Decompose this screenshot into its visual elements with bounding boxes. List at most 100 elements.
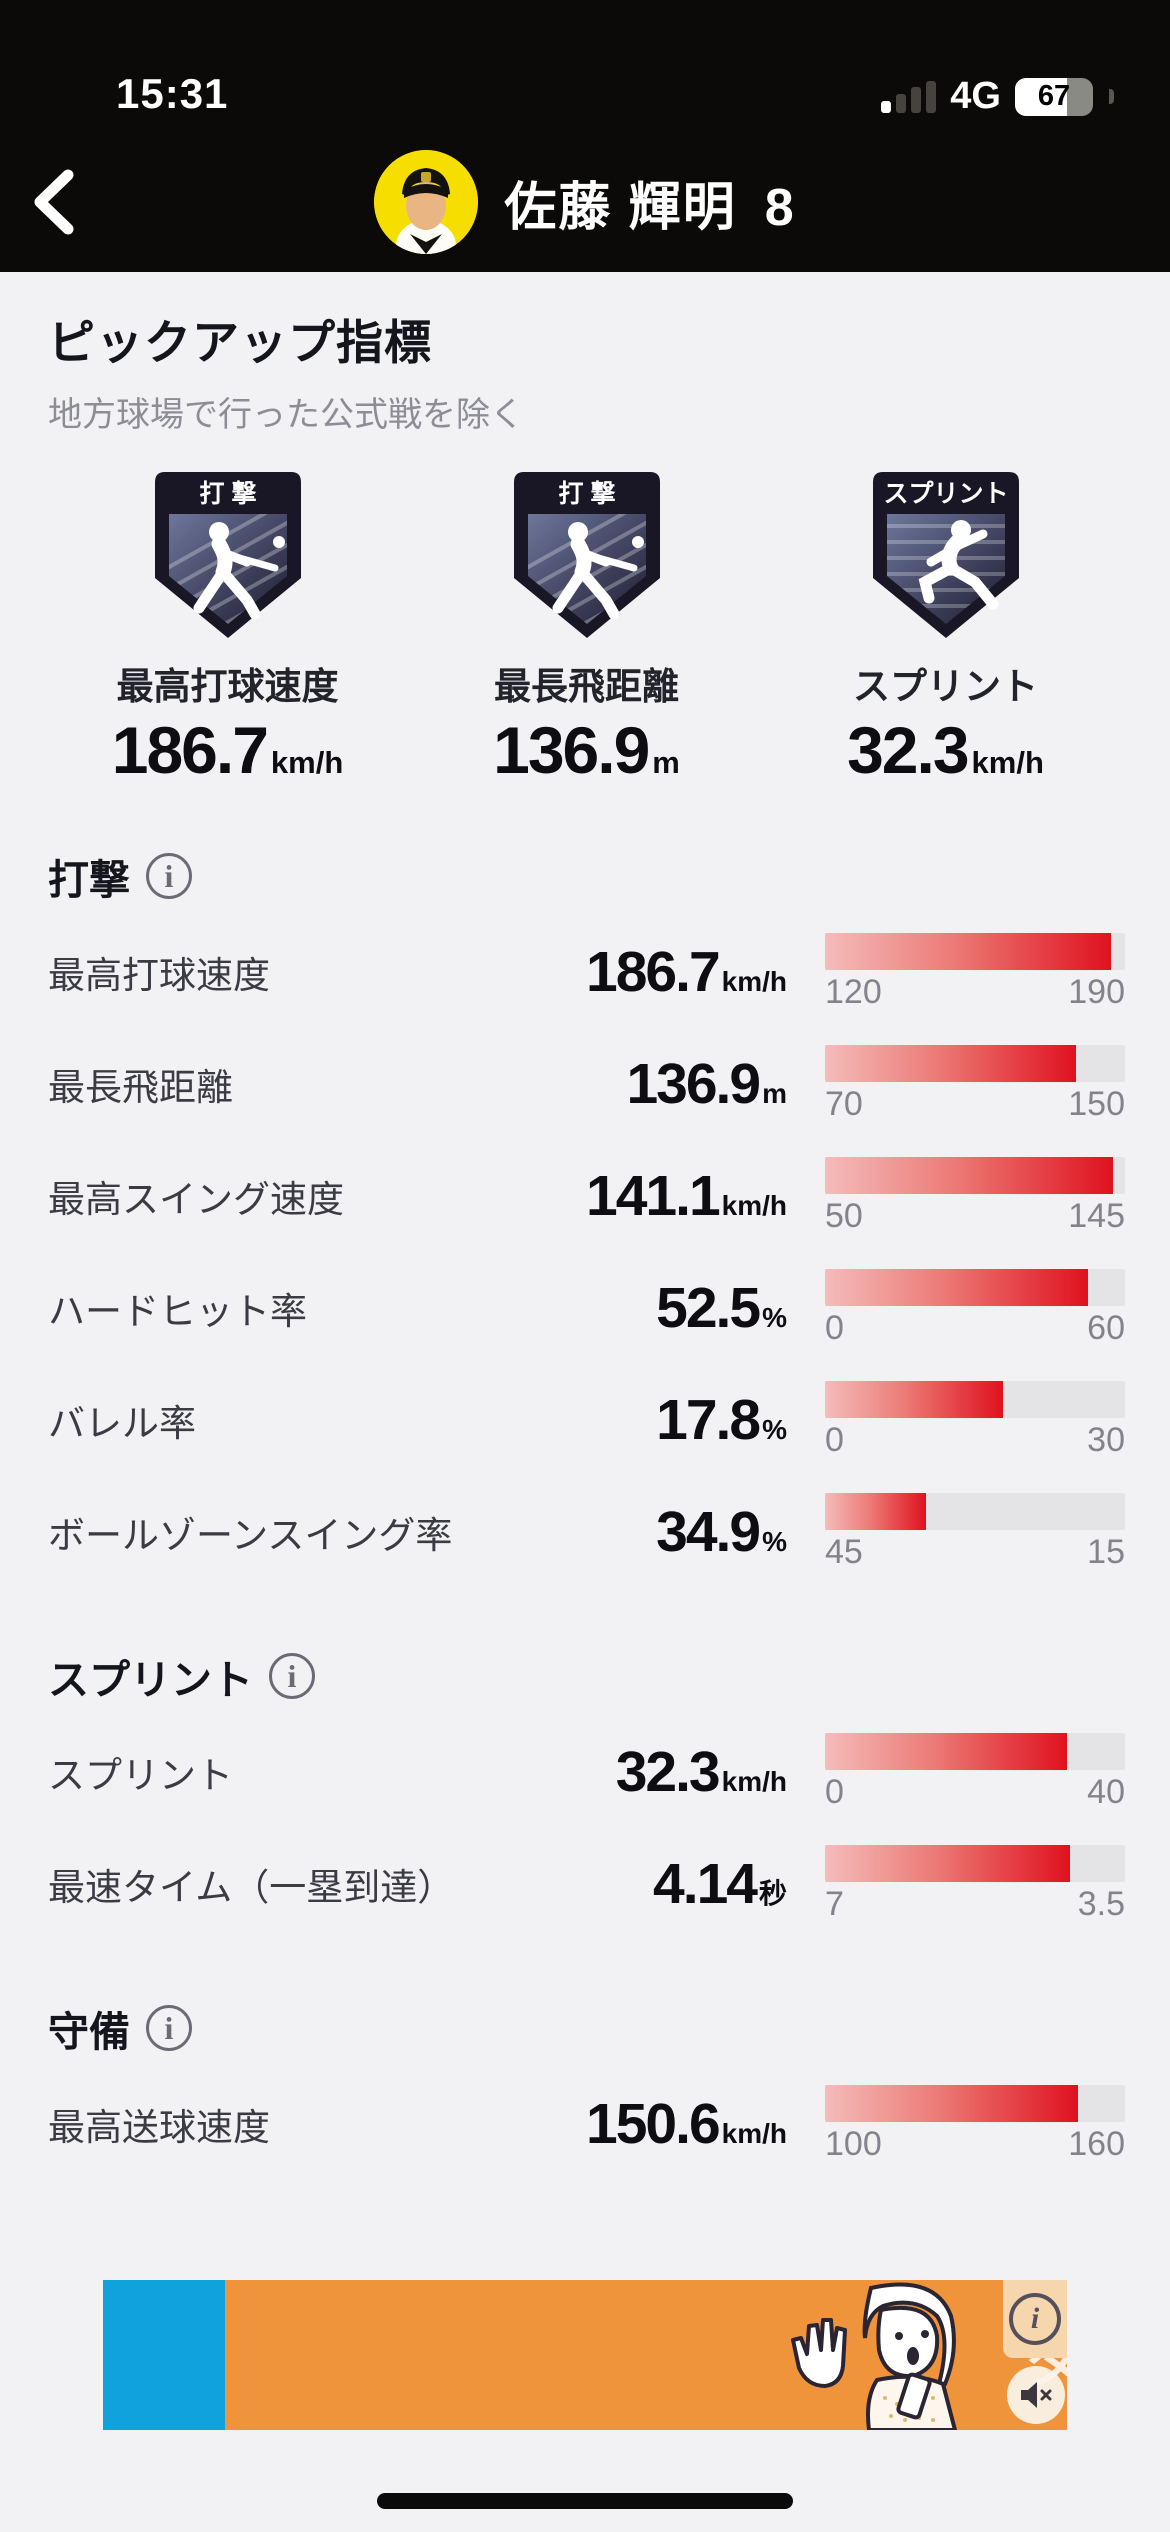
bar-scale: 7 3.5 [825,1885,1125,1924]
stat-row: ハードヒット率 52.5 % 0 60 [48,1252,1125,1364]
section-header: スプリント i [48,1646,1125,1706]
player-name: 佐藤 輝明 [504,178,737,237]
bar-fill [825,1156,1113,1194]
ad-blue-block [103,2280,225,2430]
stat-label: スプリント [48,1755,233,1796]
status-indicators: 4G 67 [881,75,1114,118]
section-title: スプリント [48,1657,253,1703]
badge-type-label: スプリント [883,480,1008,508]
bar-max: 30 [1087,1420,1125,1459]
bar-max: 40 [1087,1772,1125,1811]
info-icon[interactable]: i [269,1653,315,1699]
stat-row: 最高送球速度 150.6 km/h 100 160 [48,2068,1125,2180]
stat-bar: 0 30 [825,1380,1125,1460]
badge-unit: km/h [971,745,1044,780]
shield-badge-icon: 打 撃 [513,472,660,638]
stat-value-block: 150.6 km/h [586,2091,787,2157]
bar-track [825,932,1125,970]
ad-banner[interactable]: タ i [103,2280,1067,2430]
bar-track [825,1844,1125,1882]
badge-unit: m [652,745,680,780]
stat-unit: km/h [721,1766,787,1797]
bar-fill [825,1380,1003,1418]
bar-scale: 70 150 [825,1085,1125,1124]
stat-value: 141.1 [586,1164,721,1228]
stat-unit: km/h [721,966,787,997]
badge-value-block: 186.7 km/h [112,712,344,788]
section-title: 打撃 [48,857,130,903]
bar-fill [825,1844,1071,1882]
bar-track [825,2084,1125,2122]
status-time: 15:31 [116,70,229,117]
stat-row: ボールゾーンスイング率 34.9 % 45 15 [48,1476,1125,1588]
bar-min: 0 [825,1308,844,1347]
info-icon[interactable]: i [146,853,192,899]
pickup-badge: 打 撃 最長飛距離 136.9 m [407,470,766,788]
chevron-left-icon [34,169,74,235]
bar-max: 15 [1087,1532,1125,1571]
stat-value-block: 34.9 % [656,1499,787,1565]
stat-value: 136.9 [626,1052,761,1116]
badge-value-block: 32.3 km/h [847,712,1044,788]
info-icon[interactable]: i [146,2005,192,2051]
stat-label: 最長飛距離 [48,1067,233,1108]
stat-value-block: 52.5 % [656,1275,787,1341]
stat-value-block: 141.1 km/h [586,1163,787,1229]
section-title: 守備 [48,2009,130,2055]
stat-bar: 0 40 [825,1732,1125,1812]
bar-max: 160 [1068,2124,1125,2163]
ad-info-corner[interactable]: i [1003,2280,1067,2358]
stat-value: 150.6 [586,2092,721,2156]
bar-fill [825,1732,1068,1770]
bar-max: 3.5 [1077,1884,1125,1923]
bar-fill [825,1268,1088,1306]
bar-min: 120 [825,972,882,1011]
stat-value: 186.7 [586,940,721,1004]
player-photo-icon [374,150,479,254]
home-indicator[interactable] [377,2493,793,2509]
badge-value-block: 136.9 m [493,712,680,788]
bar-track [825,1044,1125,1082]
bar-scale: 120 190 [825,973,1125,1012]
bar-min: 7 [825,1884,844,1923]
stat-label: 最高スイング速度 [48,1179,344,1220]
bar-min: 100 [825,2124,882,2163]
battery-nub [1109,89,1114,104]
ad-mute-button[interactable] [1007,2366,1065,2424]
bar-track [825,1380,1125,1418]
bar-track [825,1268,1125,1306]
stat-bar: 50 145 [825,1156,1125,1236]
section-rows: 最高打球速度 186.7 km/h 120 190 最長飛距離 136.9 m [48,916,1125,1588]
badge-value: 32.3 [847,713,969,787]
stat-bar: 45 15 [825,1492,1125,1572]
bar-fill [825,932,1111,970]
stat-unit: % [762,1414,787,1445]
network-type-label: 4G [950,75,1001,117]
stat-unit: km/h [721,1190,787,1221]
bar-min: 0 [825,1420,844,1459]
stat-unit: % [762,1526,787,1557]
stat-label: 最高送球速度 [48,2107,270,2148]
bar-max: 190 [1068,972,1125,1011]
bar-max: 150 [1068,1084,1125,1123]
bar-fill [825,2084,1078,2122]
stat-value: 17.8 [656,1388,761,1452]
badge-value: 186.7 [111,713,269,787]
stat-row: 最長飛距離 136.9 m 70 150 [48,1028,1125,1140]
badge-unit: km/h [270,745,344,780]
stat-row: 最高スイング速度 141.1 km/h 50 145 [48,1140,1125,1252]
badge-type-label: 打 撃 [558,480,615,508]
section-header: 守備 i [48,1998,1125,2058]
back-button[interactable] [26,167,82,237]
section-rows: スプリント 32.3 km/h 0 40 最速タイム（一塁到達） 4.14 秒 [48,1716,1125,1940]
stat-row: バレル率 17.8 % 0 30 [48,1364,1125,1476]
status-bar: 15:31 4G 67 [0,0,1170,132]
bar-track [825,1732,1125,1770]
stat-value-block: 186.7 km/h [586,939,787,1005]
speaker-muted-icon [1021,2382,1052,2408]
stat-unit: 秒 [758,1878,787,1909]
section-header: 打撃 i [48,846,1125,906]
stat-bar: 70 150 [825,1044,1125,1124]
bar-scale: 100 160 [825,2125,1125,2164]
